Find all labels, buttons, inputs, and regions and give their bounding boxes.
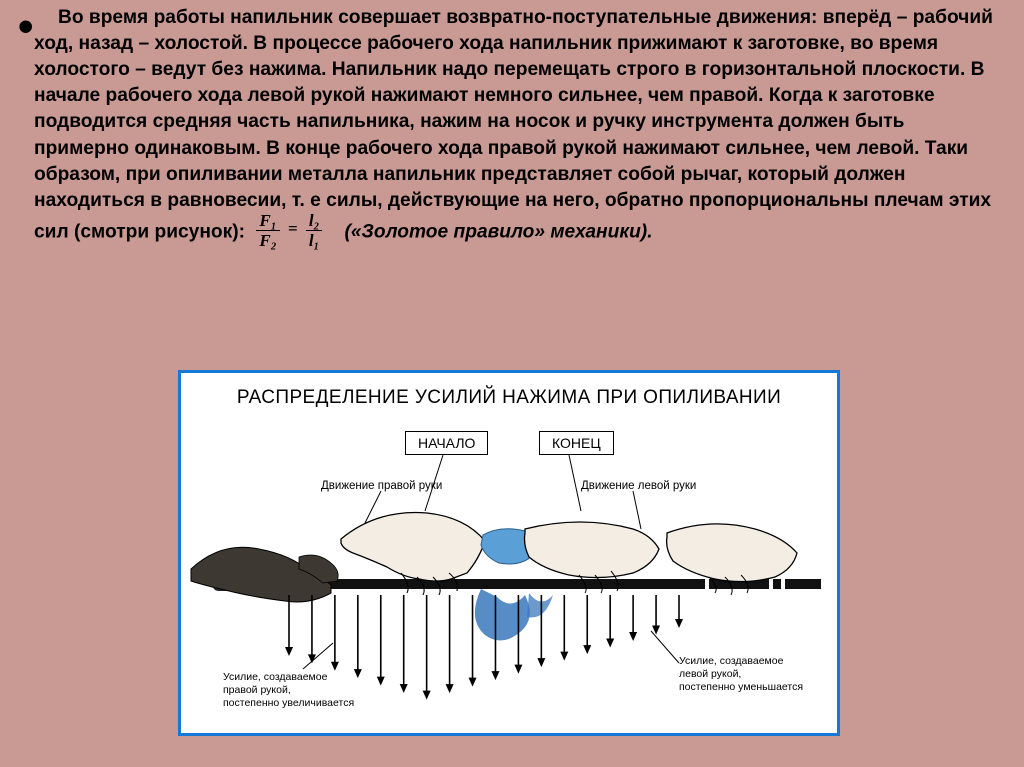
formula: F₁F₂ = l₂l₁	[256, 212, 322, 249]
main-paragraph: Во время работы напильник совершает возв…	[34, 5, 1002, 251]
bullet-char: •	[18, 16, 33, 38]
right-hand	[191, 547, 338, 602]
diagram-svg	[181, 373, 837, 733]
golden-rule-text: («Золотое правило» механики).	[344, 221, 652, 242]
paragraph-text: Во время работы напильник совершает возв…	[34, 7, 993, 242]
diagram-container: РАСПРЕДЕЛЕНИЕ УСИЛИЙ НАЖИМА ПРИ ОПИЛИВАН…	[178, 370, 840, 736]
